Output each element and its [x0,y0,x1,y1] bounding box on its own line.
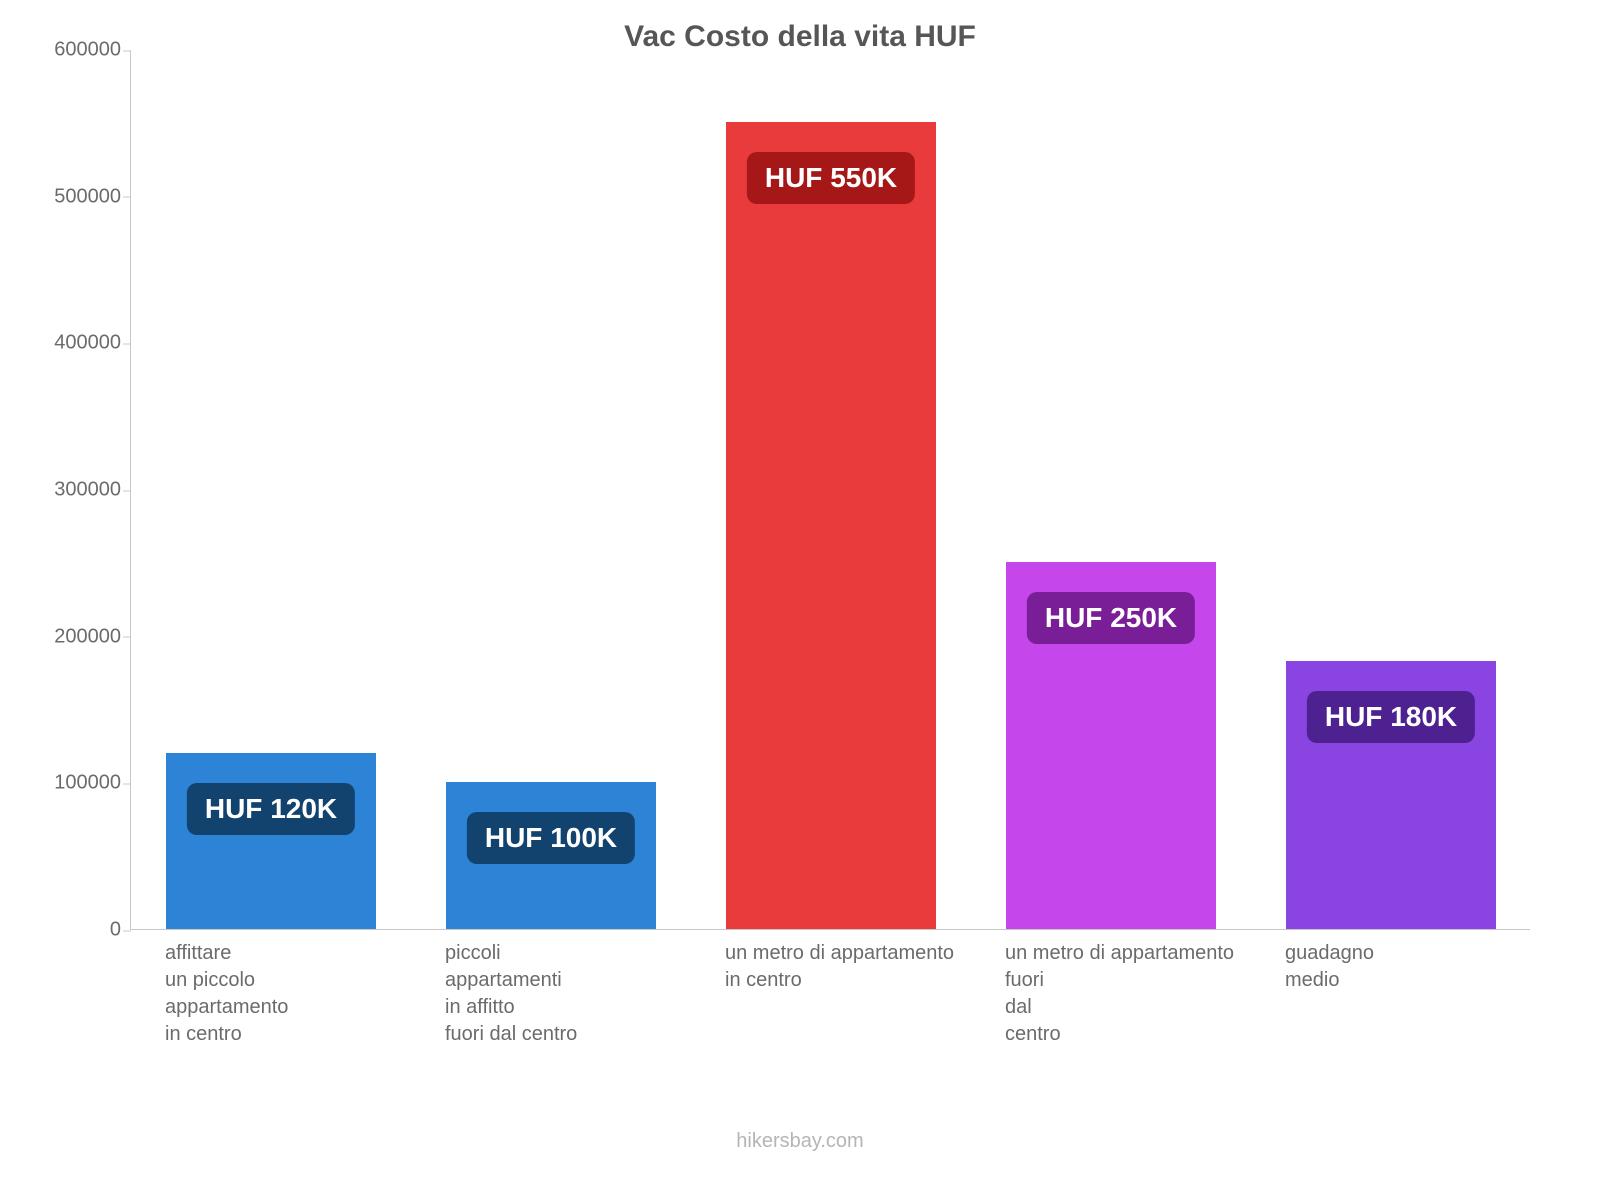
y-axis-tick: 100000 [41,772,121,795]
chart-credit: hikersbay.com [0,1130,1600,1153]
y-axis-tick: 300000 [41,479,121,502]
y-axis-tick: 500000 [41,185,121,208]
bar-value-badge: HUF 550K [747,152,915,204]
x-axis-label: piccoli appartamenti in affitto fuori da… [445,940,695,1048]
chart-title: Vac Costo della vita HUF [0,20,1600,54]
bar: HUF 180K [1286,661,1496,929]
cost-of-living-chart: Vac Costo della vita HUF 010000020000030… [0,0,1600,1200]
bar-value-badge: HUF 250K [1027,592,1195,644]
bar-value-badge: HUF 180K [1307,691,1475,743]
y-axis-tick: 200000 [41,625,121,648]
bar: HUF 250K [1006,562,1216,929]
bar: HUF 550K [726,122,936,929]
y-axis-tick: 600000 [41,39,121,62]
bar-value-badge: HUF 120K [187,783,355,835]
x-axis-label: guadagno medio [1285,940,1535,994]
y-axis-tick: 0 [41,919,121,942]
x-axis-label: affittare un piccolo appartamento in cen… [165,940,415,1048]
plot-area: 0100000200000300000400000500000600000HUF… [130,50,1530,930]
x-axis-label: un metro di appartamento in centro [725,940,975,994]
bar: HUF 120K [166,753,376,929]
bar-value-badge: HUF 100K [467,812,635,864]
y-axis-tick: 400000 [41,332,121,355]
x-axis-label: un metro di appartamento fuori dal centr… [1005,940,1255,1048]
bar: HUF 100K [446,782,656,929]
